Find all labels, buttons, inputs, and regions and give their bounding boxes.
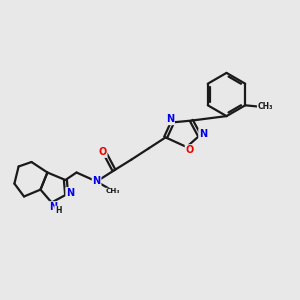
Text: N: N [199,129,207,139]
Text: N: N [166,114,174,124]
Text: H: H [55,206,62,215]
Text: CH₃: CH₃ [258,102,273,111]
Text: N: N [49,202,57,212]
Text: N: N [92,176,101,187]
Text: O: O [185,145,194,155]
Text: CH₃: CH₃ [106,188,120,194]
Text: O: O [98,147,107,157]
Text: N: N [66,188,74,198]
